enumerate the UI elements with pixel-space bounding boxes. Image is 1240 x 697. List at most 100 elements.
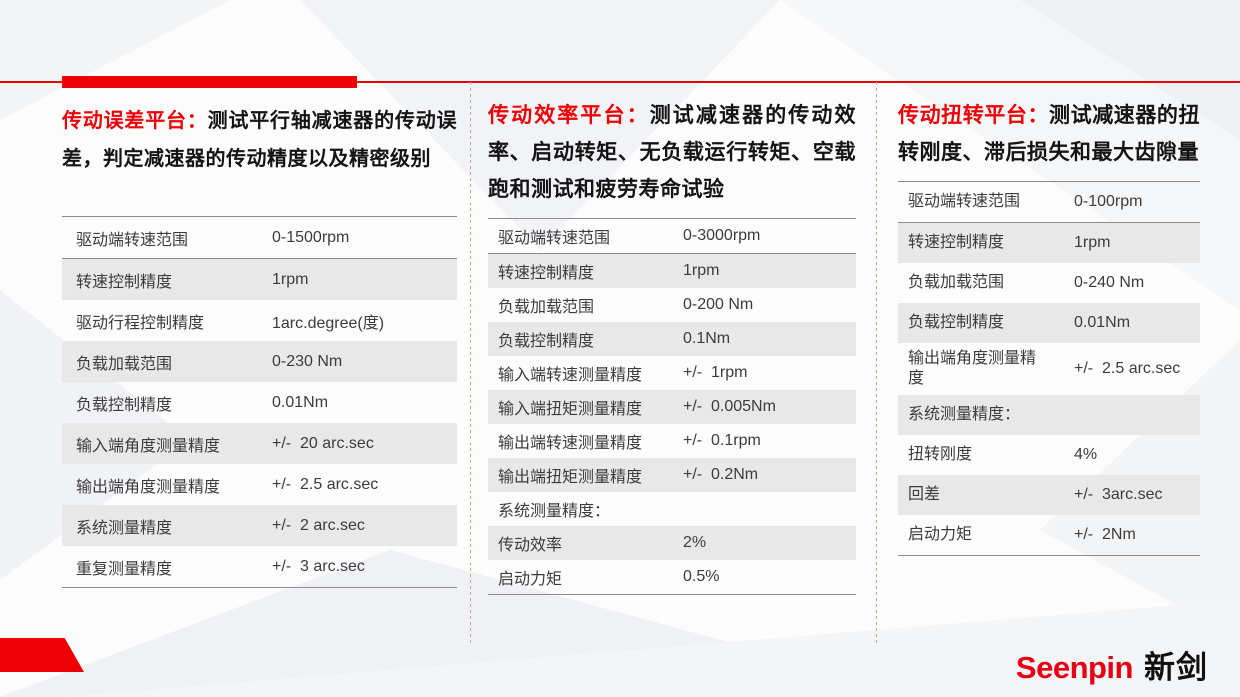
spec-label: 输出端角度测量精度 <box>908 350 1037 387</box>
spec-value: +/- 2Nm <box>1074 526 1136 543</box>
table-row: 输出端角度测量精度 +/- 2.5 arc.sec <box>898 343 1200 395</box>
table-row: 负载控制精度 0.01Nm <box>62 382 457 423</box>
spec-value: +/- 3arc.sec <box>1074 486 1163 503</box>
table-row: 驱动端转速范围 0-100rpm <box>898 181 1200 223</box>
spec-label: 系统测量精度： <box>908 406 1021 423</box>
table-row: 负载加载范围 0-230 Nm <box>62 341 457 382</box>
spec-label: 驱动端转速范围 <box>898 181 1074 223</box>
spec-value: 1rpm <box>1074 234 1111 251</box>
spec-table-efficiency: 驱动端转速范围 0-3000rpm 转速控制精度 1rpm 负载加载范围 0-200 … <box>488 218 856 595</box>
spec-value: +/- 0.005Nm <box>683 398 776 415</box>
spec-value: +/- 2.5 arc.sec <box>1074 360 1181 377</box>
column-divider-1 <box>470 82 471 644</box>
table-row: 负载加载范围 0-240 Nm <box>898 263 1200 303</box>
table-row: 启动力矩 +/- 2Nm <box>898 515 1200 556</box>
table-row: 负载加载范围 0-200 Nm <box>488 288 856 322</box>
spec-value: 0.01Nm <box>1074 314 1131 331</box>
spec-value: 2% <box>683 534 707 551</box>
spec-value: +/- 0.1rpm <box>683 432 761 449</box>
spec-value <box>683 492 856 526</box>
spec-label: 负载控制精度 <box>76 396 173 414</box>
spec-value: +/- 2.5 arc.sec <box>272 475 379 493</box>
logo-text-cn: 新剑 <box>1144 650 1208 685</box>
spec-label: 系统测量精度： <box>498 503 611 520</box>
spec-value: 0.5% <box>683 568 720 585</box>
platform-column-efficiency: 传动效率平台：测试减速器的传动效率、启动转矩、无负载运行转矩、空载跑和测试和疲劳… <box>488 97 856 595</box>
table-row: 系统测量精度 +/- 2 arc.sec <box>62 505 457 546</box>
top-accent-line <box>0 81 1240 83</box>
spec-label: 转速控制精度 <box>908 234 1005 251</box>
spec-label: 驱动端转速范围 <box>62 216 272 259</box>
spec-label: 输入端角度测量精度 <box>76 437 221 455</box>
spec-label: 输出端角度测量精度 <box>76 478 221 496</box>
spec-value: 0-240 Nm <box>1074 274 1145 291</box>
platform-title: 传动扭转平台：测试减速器的扭转刚度、滞后损失和最大齿隙量 <box>898 97 1200 171</box>
spec-value: 0.01Nm <box>272 393 329 411</box>
table-row: 扭转刚度 4% <box>898 435 1200 475</box>
table-row: 驱动行程控制精度 1arc.degree(度) <box>62 300 457 341</box>
spec-label: 输出端转速测量精度 <box>498 435 643 452</box>
spec-label: 负载加载范围 <box>908 274 1005 291</box>
spec-label: 转速控制精度 <box>76 273 173 291</box>
spec-value: 0-200 Nm <box>683 296 754 313</box>
spec-label: 输出端扭矩测量精度 <box>498 469 643 486</box>
table-row: 负载控制精度 0.1Nm <box>488 322 856 356</box>
spec-value: 0-3000rpm <box>683 218 856 254</box>
table-row: 重复测量精度 +/- 3 arc.sec <box>62 546 457 588</box>
spec-label: 扭转刚度 <box>908 446 973 463</box>
table-row: 转速控制精度 1rpm <box>488 253 856 288</box>
company-logo: Seenpin 新剑 <box>1016 642 1208 687</box>
spec-label: 负载加载范围 <box>498 299 595 316</box>
table-row: 输入端扭矩测量精度 +/- 0.005Nm <box>488 390 856 424</box>
table-row: 系统测量精度： <box>488 492 856 526</box>
spec-value: +/- 2 arc.sec <box>272 516 365 534</box>
platform-title-text: 测试减速器的扭转刚度、滞后损失和最大齿隙量 <box>898 104 1201 164</box>
platform-title-text: 测试减速器的传动效率、启动转矩、无负载运行转矩、空载跑和测试和疲劳寿命试验 <box>488 104 857 201</box>
spec-value: 1rpm <box>683 262 720 279</box>
spec-value: 4% <box>1074 446 1098 463</box>
platform-title: 传动效率平台：测试减速器的传动效率、启动转矩、无负载运行转矩、空载跑和测试和疲劳… <box>488 97 856 208</box>
column-divider-2 <box>876 82 877 644</box>
top-accent-bar <box>62 76 357 88</box>
spec-label: 输入端转速测量精度 <box>498 367 643 384</box>
spec-table-error: 驱动端转速范围 0-1500rpm 转速控制精度 1rpm 驱动行程控制精度 1arc… <box>62 216 457 588</box>
spec-value: +/- 20 arc.sec <box>272 434 374 452</box>
spec-label: 驱动行程控制精度 <box>76 314 205 332</box>
table-row: 输入端转速测量精度 +/- 1rpm <box>488 356 856 390</box>
spec-value: +/- 0.2Nm <box>683 466 759 483</box>
spec-label: 传动效率 <box>498 537 563 554</box>
table-row: 驱动端转速范围 0-1500rpm <box>62 216 457 259</box>
table-row: 启动力矩 0.5% <box>488 560 856 595</box>
spec-label: 转速控制精度 <box>498 265 595 282</box>
spec-value: 1rpm <box>272 270 309 288</box>
platform-title: 传动误差平台：测试平行轴减速器的传动误差，判定减速器的传动精度以及精密级别 <box>62 102 457 178</box>
platform-column-error: 传动误差平台：测试平行轴减速器的传动误差，判定减速器的传动精度以及精密级别 驱动… <box>62 102 457 588</box>
table-row: 输入端角度测量精度 +/- 20 arc.sec <box>62 423 457 464</box>
table-row: 驱动端转速范围 0-3000rpm <box>488 218 856 254</box>
spec-label: 重复测量精度 <box>76 560 173 578</box>
spec-value: 0-1500rpm <box>272 216 457 259</box>
spec-label: 驱动端转速范围 <box>488 218 683 254</box>
spec-value: 0-230 Nm <box>272 352 343 370</box>
table-row: 转速控制精度 1rpm <box>62 258 457 300</box>
spec-label: 启动力矩 <box>908 526 973 543</box>
spec-value: 1arc.degree(度) <box>272 314 385 332</box>
table-row: 系统测量精度： <box>898 395 1200 435</box>
spec-label: 负载加载范围 <box>76 355 173 373</box>
spec-value: 0.1Nm <box>683 330 731 347</box>
spec-value: +/- 3 arc.sec <box>272 557 365 575</box>
spec-label: 负载控制精度 <box>908 314 1005 331</box>
spec-label: 启动力矩 <box>498 571 563 588</box>
spec-value: +/- 1rpm <box>683 364 748 381</box>
spec-label: 输入端扭矩测量精度 <box>498 401 643 418</box>
table-row: 输出端转速测量精度 +/- 0.1rpm <box>488 424 856 458</box>
spec-value: 0-100rpm <box>1074 181 1200 223</box>
spec-label: 回差 <box>908 486 941 503</box>
table-row: 负载控制精度 0.01Nm <box>898 303 1200 343</box>
spec-value <box>1074 395 1200 435</box>
table-row: 回差 +/- 3arc.sec <box>898 475 1200 515</box>
table-row: 转速控制精度 1rpm <box>898 222 1200 263</box>
spec-label: 负载控制精度 <box>498 333 595 350</box>
